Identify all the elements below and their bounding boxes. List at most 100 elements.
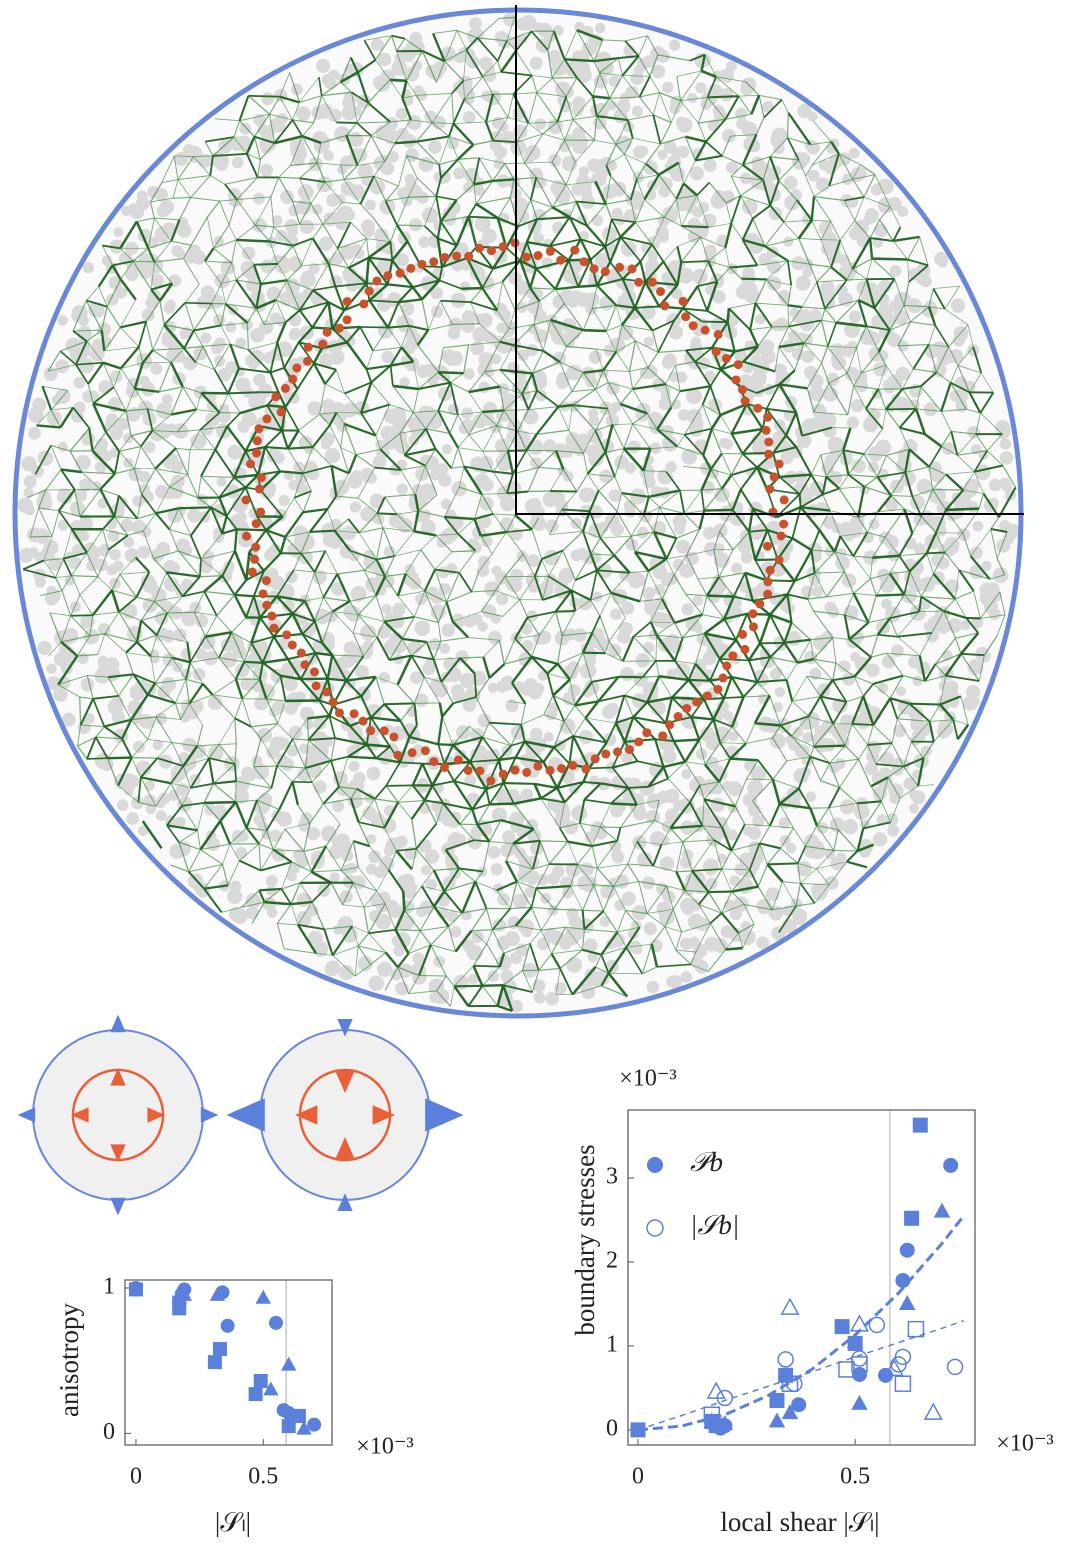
- force-chain: [571, 388, 596, 393]
- force-chain: [175, 447, 189, 475]
- force-chain: [236, 238, 270, 243]
- force-chain: [732, 572, 746, 597]
- force-chain: [631, 531, 655, 537]
- force-chain: [943, 610, 967, 620]
- force-chain: [340, 447, 350, 474]
- force-chain: [389, 78, 407, 83]
- force-chain: [656, 406, 673, 431]
- grain: [285, 278, 301, 294]
- force-chain: [255, 283, 262, 309]
- force-chain: [606, 153, 625, 166]
- force-chain: [647, 351, 659, 368]
- force-chain: [312, 289, 330, 304]
- grain: [418, 236, 430, 248]
- force-chain: [140, 619, 158, 636]
- grain: [543, 439, 557, 453]
- force-chain: [508, 309, 516, 329]
- force-chain: [113, 451, 121, 474]
- force-chain: [927, 306, 937, 326]
- force-chain: [293, 473, 304, 498]
- force-chain: [604, 236, 621, 248]
- grain: [481, 535, 493, 548]
- grain: [621, 891, 636, 906]
- force-chain: [456, 183, 475, 201]
- grain: [748, 826, 762, 840]
- force-chain: [265, 529, 282, 554]
- force-chain: [568, 216, 582, 240]
- grain: [850, 399, 865, 413]
- grain: [327, 108, 342, 122]
- grain: [594, 22, 606, 34]
- force-chain: [391, 35, 398, 52]
- grain: [404, 173, 416, 185]
- force-chain: [408, 324, 429, 331]
- grain: [796, 152, 811, 166]
- grain: [375, 913, 392, 930]
- force-chain: [703, 617, 726, 635]
- force-chain: [350, 221, 368, 239]
- grain: [515, 943, 529, 957]
- force-chain: [220, 303, 227, 326]
- force-chain: [858, 278, 868, 301]
- grain: [113, 226, 124, 238]
- grain: [445, 563, 458, 576]
- force-chain: [72, 330, 88, 343]
- force-chain: [910, 321, 936, 326]
- force-chain: [554, 450, 565, 470]
- force-chain: [184, 284, 200, 304]
- force-chain: [496, 410, 505, 426]
- force-chain: [171, 408, 197, 416]
- grain: [75, 454, 91, 471]
- force-chain: [830, 266, 848, 281]
- force-chain: [605, 199, 631, 205]
- force-chain: [301, 122, 315, 137]
- force-chain: [869, 219, 880, 239]
- grain: [137, 545, 151, 559]
- force-chain: [246, 307, 257, 324]
- force-chain: [683, 490, 702, 514]
- force-chain: [451, 550, 476, 553]
- force-chain: [535, 267, 557, 290]
- force-chain: [705, 281, 719, 312]
- force-chain: [645, 163, 660, 176]
- grain: [632, 835, 647, 850]
- grain: [114, 286, 128, 299]
- force-chain: [387, 327, 402, 348]
- force-chain: [193, 324, 222, 332]
- grain: [618, 631, 631, 644]
- force-chain: [868, 238, 874, 259]
- force-chain: [904, 449, 911, 473]
- force-chain: [707, 95, 739, 99]
- grain: [121, 773, 137, 789]
- force-chain: [566, 181, 596, 186]
- force-chain: [873, 307, 891, 331]
- force-chain: [120, 248, 134, 262]
- force-chain: [269, 241, 279, 265]
- grain: [322, 532, 338, 548]
- force-chain: [464, 98, 487, 123]
- force-chain: [663, 246, 678, 262]
- grain: [299, 219, 315, 235]
- force-chain: [344, 381, 372, 395]
- force-chain: [643, 515, 655, 533]
- force-chain: [676, 528, 700, 539]
- force-chain: [102, 362, 115, 388]
- grain: [518, 388, 531, 402]
- force-chain: [492, 117, 509, 141]
- grain: [748, 841, 762, 854]
- grain: [642, 586, 655, 600]
- force-chain: [596, 115, 617, 145]
- force-chain: [478, 553, 493, 572]
- force-chain: [458, 550, 476, 574]
- force-chain: [591, 285, 598, 309]
- force-chain: [244, 660, 263, 664]
- force-chain: [221, 575, 236, 596]
- force-chain: [384, 493, 416, 498]
- force-chain: [178, 197, 192, 221]
- force-chain: [502, 599, 520, 617]
- force-chain: [694, 663, 711, 682]
- force-chain: [951, 430, 976, 435]
- force-chain: [312, 424, 331, 448]
- force-chain: [787, 112, 812, 146]
- force-chain: [200, 392, 221, 414]
